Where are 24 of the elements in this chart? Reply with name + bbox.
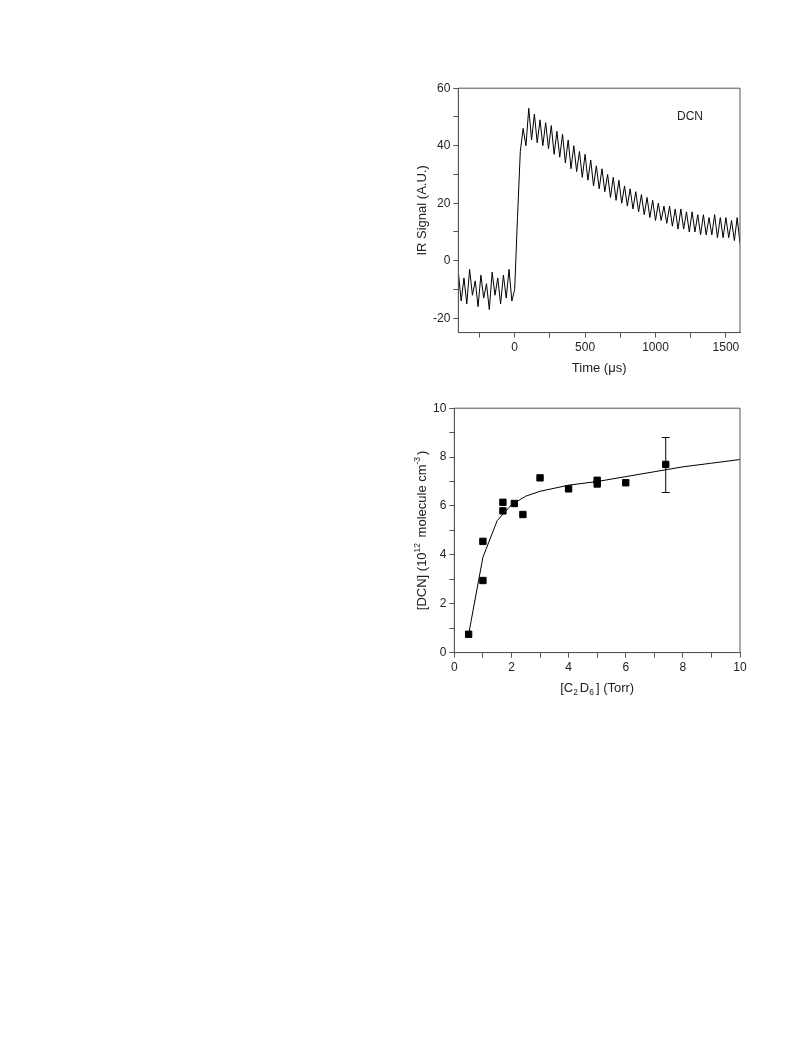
- y-axis-title: IR Signal (A.U.): [413, 165, 429, 256]
- x-tick-label: 10: [733, 660, 747, 675]
- y-tick-label: 10: [432, 400, 447, 415]
- y-tick-label: 8: [439, 449, 447, 464]
- y-tick-label: 6: [439, 498, 447, 513]
- x-tick-label: 1500: [712, 340, 740, 355]
- x-tick-label: 0: [511, 340, 519, 355]
- y-tick-label: 2: [439, 596, 447, 611]
- y-tick-label: 20: [436, 195, 451, 210]
- y-tick-label: 4: [439, 547, 447, 562]
- y-axis-title: [DCN] (1012 molecule cm-3): [411, 450, 429, 611]
- x-tick-label: 4: [565, 660, 573, 675]
- x-tick-label: 8: [679, 660, 687, 675]
- y-tick-label: -20: [433, 310, 451, 325]
- y-tick-label: 0: [443, 253, 451, 268]
- x-axis-title: Time (μs): [571, 359, 627, 375]
- y-tick-label: 0: [439, 644, 447, 659]
- y-tick-label: 60: [436, 80, 451, 95]
- annotation: DCN: [677, 108, 703, 123]
- x-tick-label: 1000: [642, 340, 670, 355]
- x-tick-label: 500: [575, 340, 596, 355]
- y-tick-label: 40: [436, 138, 451, 153]
- x-tick-label: 6: [622, 660, 630, 675]
- x-tick-label: 2: [508, 660, 516, 675]
